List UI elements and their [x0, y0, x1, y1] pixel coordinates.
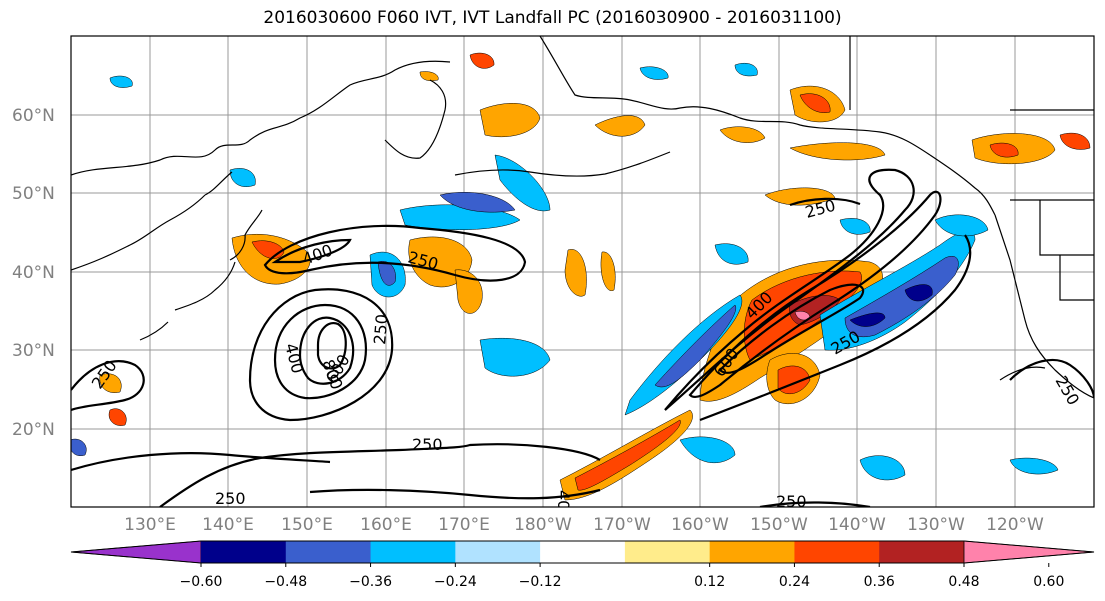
contour-label-250: 250	[776, 492, 807, 511]
contour-label-400: 400	[554, 490, 573, 521]
lon-label: 180°W	[514, 515, 572, 535]
latitude-labels: 60°N 50°N 40°N 30°N 20°N	[12, 106, 55, 440]
lat-label: 40°N	[12, 263, 55, 283]
coastlines	[71, 36, 1094, 399]
lon-label: 140°W	[828, 515, 886, 535]
colorbar-segment	[370, 541, 456, 563]
colorbar-segment	[879, 541, 965, 563]
colorbar-tick-label: −0.60	[180, 574, 223, 590]
contour-label-250: 250	[412, 435, 443, 454]
lon-label: 120°W	[986, 515, 1044, 535]
colorbar-segment	[540, 541, 626, 563]
colorbar	[70, 540, 1095, 564]
colorbar-segment	[455, 541, 541, 563]
colorbar-tick-label: −0.24	[434, 574, 477, 590]
colorbar-tick-label: 0.12	[694, 574, 725, 590]
lon-label: 170°W	[593, 515, 651, 535]
colorbar-tick-labels: −0.60 −0.48 −0.36 −0.24 −0.12 0.12 0.24 0.36 0.4…	[180, 563, 1064, 590]
gridlines	[71, 36, 1094, 507]
colorbar-tick-label: −0.48	[264, 574, 307, 590]
colorbar-segment	[201, 541, 287, 563]
map-frame	[70, 35, 1095, 508]
colorbar-segment	[285, 541, 372, 563]
longitude-labels: 130°E 140°E 150°E 160°E 170°E 180°W 170°…	[124, 515, 1044, 535]
colorbar-tick-label: 0.36	[864, 574, 895, 590]
colorbar-tick-label: −0.12	[519, 574, 562, 590]
lon-label: 160°W	[671, 515, 729, 535]
lon-label: 130°W	[907, 515, 965, 535]
colorbar-tick-label: −0.36	[349, 574, 392, 590]
lon-label: 150°W	[750, 515, 808, 535]
lat-label: 30°N	[12, 341, 55, 361]
colorbar-tick-label: 0.48	[948, 574, 979, 590]
contour-label-250: 250	[215, 489, 246, 508]
lon-label: 150°E	[281, 515, 333, 535]
colorbar-segment	[624, 541, 711, 563]
lon-label: 160°E	[360, 515, 412, 535]
colorbar-segment	[709, 541, 795, 563]
lon-label: 170°E	[438, 515, 490, 535]
lat-label: 20°N	[12, 420, 55, 440]
ivt-contours	[71, 168, 1094, 507]
contour-label-250: 250	[370, 313, 392, 345]
colorbar-extend-high	[963, 540, 1095, 564]
lon-label: 130°E	[124, 515, 176, 535]
colorbar-segment	[794, 541, 880, 563]
lat-label: 60°N	[12, 106, 55, 126]
lon-label: 140°E	[202, 515, 254, 535]
colorbar-tick-label: 0.24	[779, 574, 810, 590]
colorbar-extend-low	[70, 540, 202, 564]
lat-label: 50°N	[12, 184, 55, 204]
colorbar-tick-label: 0.60	[1033, 574, 1064, 590]
map-title: 2016030600 F060 IVT, IVT Landfall PC (20…	[263, 8, 842, 28]
